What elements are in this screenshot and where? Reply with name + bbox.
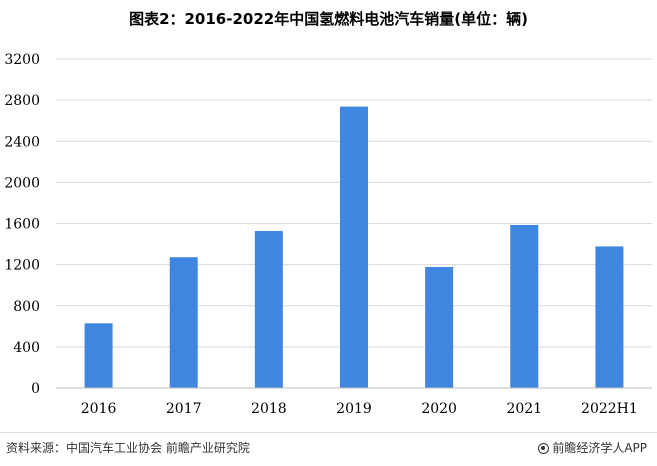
- y-tick-label: 400: [13, 340, 40, 356]
- y-tick-label: 1200: [4, 258, 40, 274]
- bar-2020: [425, 266, 454, 388]
- y-tick-label: 800: [13, 299, 40, 315]
- tick-labels: 0 400 800 1200 1600 2000 2400 2800 3200 2016 2017 2…: [4, 52, 637, 417]
- source-note: 资料来源：中国汽车工业协会 前瞻产业研究院: [6, 441, 250, 455]
- bars: [84, 106, 624, 389]
- y-tick-label: 2800: [4, 93, 40, 109]
- brand-name: 前瞻经济学人APP: [552, 441, 647, 455]
- brand-mark: 前瞻经济学人APP: [538, 439, 647, 456]
- bar-2017: [169, 257, 198, 388]
- bar-2021: [510, 224, 539, 388]
- x-tick-label: 2016: [81, 401, 117, 417]
- brand-logo-icon: [538, 443, 550, 454]
- y-tick-label: 2400: [4, 134, 40, 150]
- x-tick-label: 2018: [251, 401, 287, 417]
- x-tick-label: 2019: [336, 401, 372, 417]
- x-tick-label: 2020: [421, 401, 457, 417]
- x-tick-label: 2021: [506, 401, 542, 417]
- bar-2022H1: [595, 246, 624, 388]
- x-tick-label: 2017: [166, 401, 202, 417]
- bar-2019: [340, 106, 368, 389]
- bar-2018: [254, 231, 283, 388]
- y-tick-label: 0: [31, 381, 40, 397]
- y-tick-label: 1600: [4, 217, 40, 233]
- chart-title: 图表2：2016-2022年中国氢燃料电池汽车销量(单位：辆): [129, 10, 528, 28]
- x-tick-label: 2022H1: [581, 401, 638, 417]
- footer-divider: [0, 432, 657, 433]
- y-tick-label: 2000: [4, 175, 40, 191]
- y-tick-label: 3200: [4, 52, 40, 68]
- bar-2016: [84, 323, 113, 388]
